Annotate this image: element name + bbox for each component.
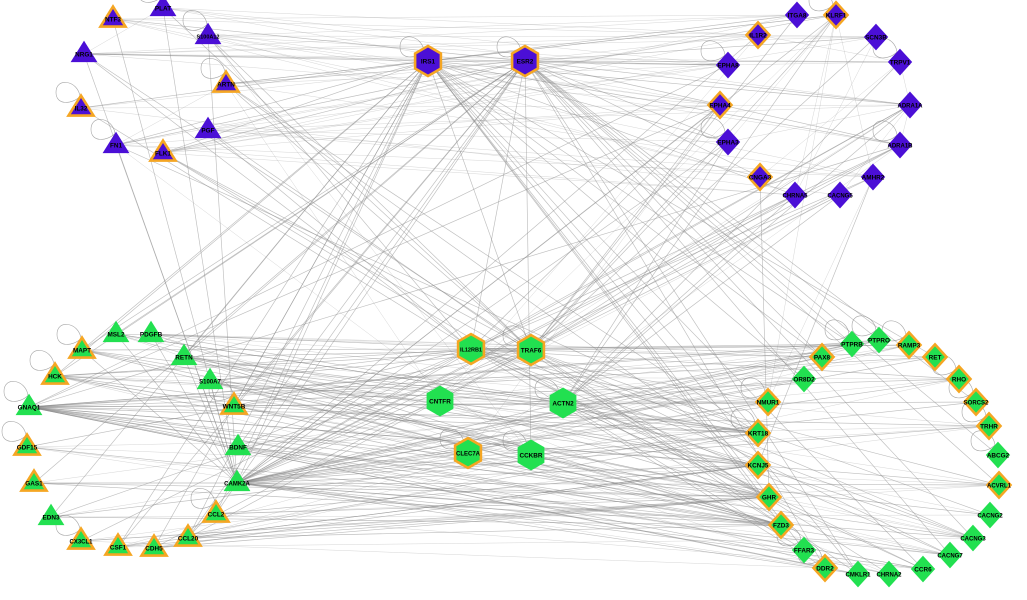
svg-text:FN1: FN1	[110, 143, 123, 150]
svg-text:IL12RB1: IL12RB1	[460, 348, 482, 354]
svg-text:CACNG3: CACNG3	[960, 537, 986, 543]
svg-text:S100A12: S100A12	[197, 35, 220, 41]
svg-text:ESR2: ESR2	[517, 59, 534, 66]
svg-text:ADRA1A: ADRA1A	[897, 104, 923, 110]
svg-text:CCL20: CCL20	[178, 536, 199, 543]
svg-text:RET: RET	[929, 355, 942, 362]
svg-text:FFAR3: FFAR3	[794, 548, 815, 555]
svg-text:BDNF: BDNF	[229, 445, 247, 452]
svg-text:IL1R2: IL1R2	[749, 33, 767, 40]
svg-text:ABCG2: ABCG2	[987, 453, 1010, 460]
svg-text:IRS1: IRS1	[421, 59, 436, 66]
svg-text:PDGFB: PDGFB	[140, 332, 163, 339]
svg-text:CDH5: CDH5	[145, 546, 163, 553]
svg-text:RHO: RHO	[952, 377, 966, 384]
svg-text:ACVRL1: ACVRL1	[987, 484, 1012, 490]
svg-text:KLRF1: KLRF1	[826, 13, 847, 20]
svg-text:IL32: IL32	[75, 106, 88, 113]
svg-text:ADRA1B: ADRA1B	[887, 144, 913, 150]
svg-text:CCR6: CCR6	[914, 567, 932, 574]
svg-text:CHRNA2: CHRNA2	[876, 573, 902, 579]
svg-text:CCKBR: CCKBR	[519, 453, 542, 460]
svg-text:MSL2: MSL2	[107, 332, 124, 339]
svg-text:SCN3B: SCN3B	[865, 35, 887, 42]
svg-text:GHR: GHR	[762, 495, 777, 502]
svg-text:MAPT: MAPT	[73, 348, 91, 355]
svg-text:FLK1: FLK1	[155, 151, 171, 158]
svg-text:PAX8: PAX8	[814, 355, 831, 362]
svg-text:TRAF6: TRAF6	[521, 348, 542, 355]
svg-text:EPHA4: EPHA4	[709, 103, 731, 110]
svg-text:AMHR2: AMHR2	[862, 175, 885, 182]
svg-text:GDF15: GDF15	[17, 445, 38, 452]
svg-text:GAS1: GAS1	[25, 481, 43, 488]
svg-text:PGF: PGF	[201, 128, 214, 135]
svg-text:HCK: HCK	[48, 374, 62, 381]
svg-text:DDR2: DDR2	[816, 566, 834, 573]
svg-text:CLEC7A: CLEC7A	[456, 452, 481, 458]
svg-text:CACNG2: CACNG2	[977, 514, 1003, 520]
svg-text:CNTFR: CNTFR	[429, 399, 451, 406]
svg-text:PLAT: PLAT	[155, 6, 171, 13]
svg-text:SORCS2: SORCS2	[964, 401, 989, 407]
svg-text:EPHA3: EPHA3	[717, 140, 739, 147]
svg-text:EPHA8: EPHA8	[717, 63, 739, 70]
svg-text:CHRNA5: CHRNA5	[782, 194, 808, 200]
svg-text:CX3CL1: CX3CL1	[69, 540, 93, 546]
svg-text:CNGA3: CNGA3	[749, 175, 772, 182]
svg-text:FZD3: FZD3	[773, 523, 789, 530]
svg-text:ARTN: ARTN	[217, 82, 235, 89]
svg-text:S100A7: S100A7	[199, 380, 221, 386]
svg-text:NMUR1: NMUR1	[757, 400, 780, 407]
svg-text:ACTN2: ACTN2	[552, 401, 574, 408]
svg-text:TRHR: TRHR	[980, 424, 998, 431]
svg-text:WNT5B: WNT5B	[223, 404, 246, 411]
svg-text:GNAQ1: GNAQ1	[18, 405, 41, 412]
svg-text:CCL2: CCL2	[208, 512, 225, 519]
svg-text:CACNG5: CACNG5	[827, 194, 853, 200]
svg-text:CAMK2A: CAMK2A	[224, 482, 250, 488]
svg-text:CSF1: CSF1	[110, 545, 127, 552]
svg-text:NTF3: NTF3	[105, 17, 121, 24]
svg-text:KCNJ5: KCNJ5	[748, 463, 769, 470]
svg-text:EDN3: EDN3	[42, 515, 59, 522]
svg-text:NRG1: NRG1	[75, 52, 93, 59]
svg-text:PTPRO: PTPRO	[868, 338, 890, 345]
svg-text:RETN: RETN	[175, 355, 193, 362]
svg-text:PTPRB: PTPRB	[841, 342, 863, 349]
svg-text:CMKLR1: CMKLR1	[846, 573, 872, 579]
svg-text:OR8D2: OR8D2	[793, 377, 815, 384]
svg-text:RAMP3: RAMP3	[898, 343, 921, 350]
svg-text:TRPV1: TRPV1	[890, 60, 911, 67]
svg-text:ITGA8: ITGA8	[788, 13, 807, 20]
svg-text:KRT18: KRT18	[748, 431, 769, 438]
svg-text:CACNG7: CACNG7	[937, 554, 963, 560]
